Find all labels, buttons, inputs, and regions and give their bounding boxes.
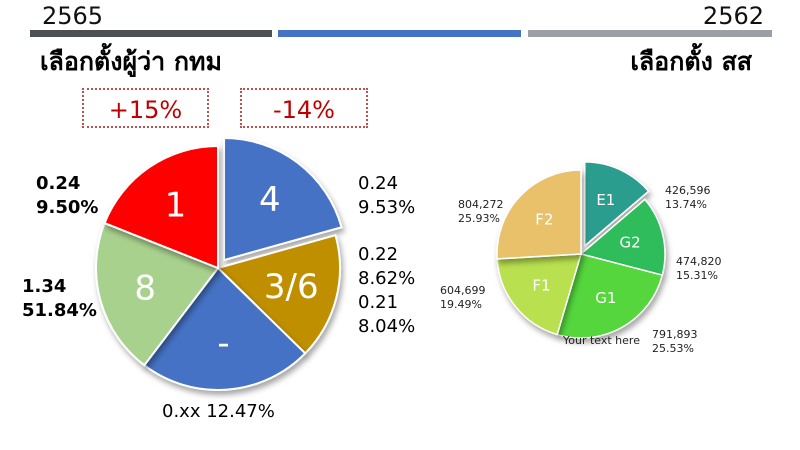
label-e1-value: 426,596: [665, 184, 711, 197]
change-box-plus: +15%: [82, 88, 209, 128]
label-f1: 604,699 19.49%: [440, 284, 486, 312]
label-f2-value: 804,272: [458, 198, 504, 211]
pie-slice-G2: [579, 198, 666, 277]
label-e1: 426,596 13.74%: [665, 184, 711, 212]
label-f2: 804,272 25.93%: [458, 198, 504, 226]
label-e1-pct: 13.74%: [665, 198, 707, 211]
left-chart-title: เลือกตั้งผู้ว่า กทม: [40, 47, 222, 76]
label-seg8-pct: 51.84%: [22, 300, 97, 321]
pie-slice-label: F2: [535, 210, 553, 228]
pie-slice-E1: [584, 161, 650, 248]
change-box-minus: -14%: [240, 88, 368, 128]
label-seg36: 0.22 8.62% 0.21 8.04%: [358, 243, 415, 339]
header-bar-right: [528, 30, 772, 37]
label-g2-pct: 15.31%: [676, 269, 718, 282]
pie-slice-label: G1: [595, 289, 616, 307]
label-g1-pct: 25.53%: [652, 342, 694, 355]
label-seg8: 1.34 51.84%: [22, 275, 97, 323]
pie-slice-F1: [496, 253, 583, 336]
right-chart-title: เลือกตั้ง สส: [630, 47, 752, 76]
pie-slice-dash: [142, 266, 307, 391]
pie-slice-F2: [496, 169, 582, 260]
label-seg1-pct: 9.50%: [36, 197, 99, 218]
label-seg8-value: 1.34: [22, 276, 67, 297]
label-g1: 791,893 25.53%: [652, 328, 698, 356]
label-f2-pct: 25.93%: [458, 212, 500, 225]
label-seg1-value: 0.24: [36, 173, 81, 194]
header-bar-middle: [278, 30, 521, 37]
pie-slice-1: [103, 144, 219, 270]
label-f1-value: 604,699: [440, 284, 486, 297]
pie-slice-label: 3/6: [264, 267, 319, 307]
pie-slice-label: -: [217, 323, 229, 363]
label-seg4-value: 0.24: [358, 173, 399, 194]
left-year: 2565: [42, 2, 104, 30]
label-seg36-b-value: 0.21: [358, 292, 399, 313]
label-g2: 474,820 15.31%: [676, 255, 722, 283]
pie-slice-4: [223, 137, 343, 262]
pie-slice-label: 8: [134, 268, 156, 308]
label-seg4-pct: 9.53%: [358, 197, 416, 218]
label-g2-value: 474,820: [676, 255, 722, 268]
header-bar-left: [30, 30, 272, 37]
label-dash: 0.xx 12.47%: [162, 401, 275, 422]
pie-slice-36: [216, 233, 341, 355]
label-seg4: 0.24 9.53%: [358, 172, 415, 220]
label-seg36-b-pct: 8.04%: [358, 316, 416, 337]
pie-slice-label: E1: [596, 191, 615, 209]
pie-slice-label: 4: [259, 180, 281, 220]
label-seg36-a-value: 0.22: [358, 244, 399, 265]
pie-slice-G1: [556, 253, 664, 339]
pie-slice-label: F1: [532, 276, 550, 294]
right-year: 2562: [702, 2, 764, 30]
placeholder-text: Your text here: [563, 334, 640, 347]
pie-slice-label: 1: [165, 185, 187, 225]
label-f1-pct: 19.49%: [440, 298, 482, 311]
pie-slice-8: [95, 221, 220, 367]
pie-slice-label: G2: [620, 234, 641, 252]
label-g1-value: 791,893: [652, 328, 698, 341]
label-seg36-a-pct: 8.62%: [358, 268, 416, 289]
label-seg1: 0.24 9.50%: [36, 172, 98, 220]
